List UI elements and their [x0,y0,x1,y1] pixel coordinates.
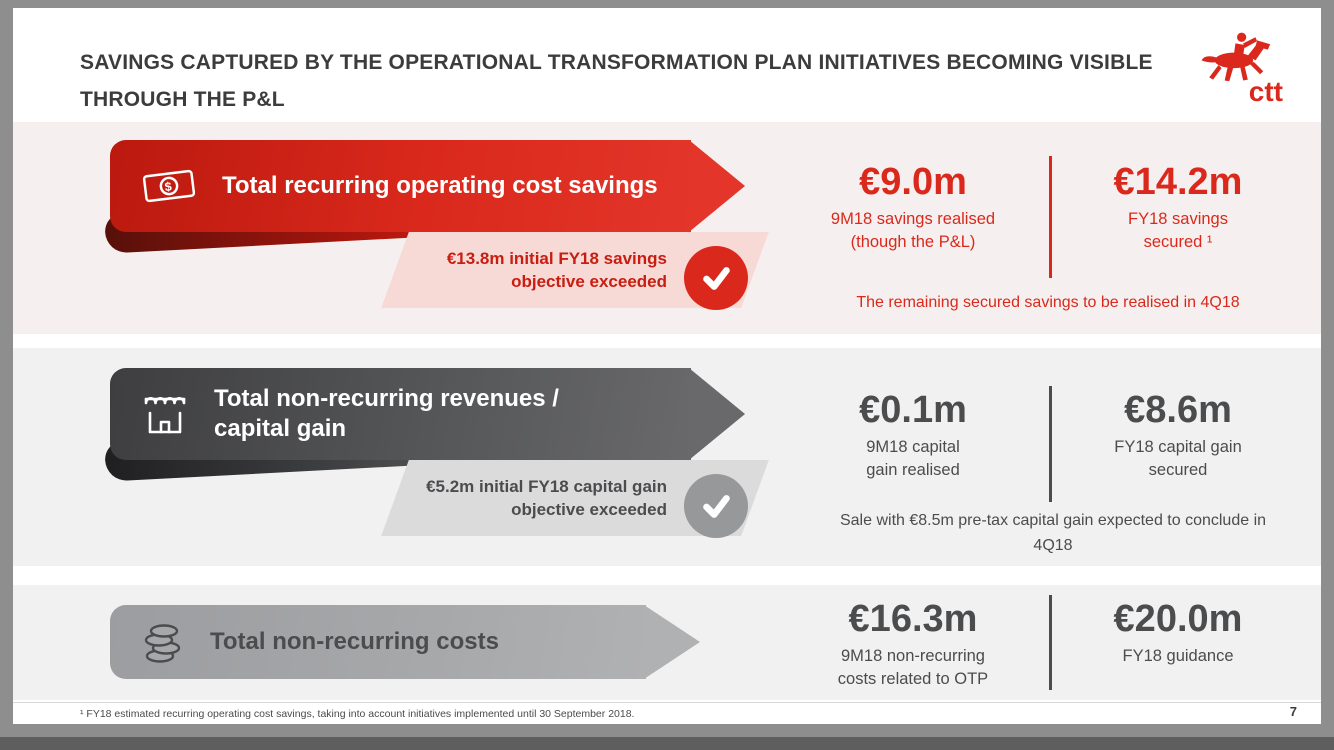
stat-caption-line-1: FY18 capital gain [1114,438,1242,456]
stat-caption-line-1: 9M18 savings realised [830,210,996,228]
banner-label: Total non-recurring revenues / capital g… [214,384,559,444]
page-number: 7 [1289,704,1297,719]
callout-line-2: objective exceeded [511,272,667,291]
stat-caption-line-1: FY18 savings [1128,210,1228,228]
stat-caption-line-1: 9M18 non-recurring [841,647,985,665]
stat-caption-line-2: gain realised [866,461,960,479]
banner-label: Total non-recurring costs [210,628,499,655]
svg-text:$: $ [164,180,173,195]
vertical-divider [1049,386,1052,502]
check-icon [697,259,735,297]
section-non-recurring-costs: Total non-recurring costs €16.3m 9M18 no… [13,585,1321,700]
vertical-divider [1049,595,1052,690]
stat-caption-line-2: (though the P&L) [850,233,976,251]
stat-value: €0.1m [859,389,967,431]
banner-body: $ Total recurring operating cost savings [110,140,691,232]
banner-body: Total non-recurring costs [110,605,646,679]
logo-text: ctt [1248,76,1283,107]
banner-recurring-cost-savings: $ Total recurring operating cost savings [104,140,745,254]
banner-body: Total non-recurring revenues / capital g… [110,368,691,460]
banner-label-line-2: capital gain [214,415,347,442]
stat-9m18-non-recurring-costs: €16.3m 9M18 non-recurring costs related … [773,597,1053,691]
banner-non-recurring-revenues: Total non-recurring revenues / capital g… [104,368,745,482]
stat-value: €8.6m [1124,389,1232,431]
stat-caption-line-2: secured [1148,461,1208,479]
stat-fy18-capital-gain: €8.6m FY18 capital gain secured [1053,388,1303,482]
check-badge [684,474,748,538]
stat-value: €16.3m [848,598,978,640]
stat-9m18-savings: €9.0m 9M18 savings realised (though the … [773,160,1053,254]
stat-caption-line-1: FY18 guidance [1122,647,1234,665]
page-title: SAVINGS CAPTURED BY THE OPERATIONAL TRAN… [80,44,1153,127]
ctt-logo: ctt [1189,28,1293,107]
banner-label: Total recurring operating cost savings [222,172,658,199]
callout-line-1: €13.8m initial FY18 savings [446,249,667,268]
storefront-icon [140,391,190,437]
note-sale-capital-gain: Sale with €8.5m pre-tax capital gain exp… [839,512,1267,554]
note-remaining-savings: The remaining secured savings to be real… [856,294,1240,311]
banner-arrow [689,140,745,232]
banner-label-line-1: Total non-recurring revenues / [214,385,559,412]
stat-caption: FY18 capital gain secured [1053,436,1303,482]
footnote: ¹ FY18 estimated recurring operating cos… [80,708,635,720]
banner-arrow [644,605,700,679]
section-recurring-cost-savings: $ Total recurring operating cost savings… [13,122,1321,334]
horse-rider-icon [1189,28,1293,82]
stat-caption: 9M18 savings realised (though the P&L) [773,208,1053,254]
callout-line-1: €5.2m initial FY18 capital gain [426,477,667,496]
stat-value: €20.0m [1113,598,1243,640]
banner-arrow [689,368,745,460]
check-icon [697,487,735,525]
stat-fy18-savings: €14.2m FY18 savings secured ¹ [1053,160,1303,254]
title-line-1: SAVINGS CAPTURED BY THE OPERATIONAL TRAN… [80,51,1153,74]
vertical-divider [1049,156,1052,278]
footer-divider [13,702,1321,703]
window-bottom-bar [0,737,1334,750]
stat-caption-line-2: secured ¹ [1143,233,1213,251]
check-badge [684,246,748,310]
stat-fy18-guidance: €20.0m FY18 guidance [1053,597,1303,668]
title-line-2-wrap: THROUGH THE P&L [80,81,1153,127]
stat-9m18-capital-gain: €0.1m 9M18 capital gain realised [773,388,1053,482]
coins-stack-icon [140,619,186,665]
stat-caption: FY18 savings secured ¹ [1053,208,1303,254]
section-non-recurring-revenues: Total non-recurring revenues / capital g… [13,348,1321,566]
stat-caption: FY18 guidance [1053,645,1303,668]
stat-caption-line-2: costs related to OTP [837,670,989,688]
slide: SAVINGS CAPTURED BY THE OPERATIONAL TRAN… [13,8,1321,724]
banner-non-recurring-costs: Total non-recurring costs [110,605,700,679]
title-line-2: THROUGH THE P&L [80,81,285,127]
stat-caption: 9M18 capital gain realised [773,436,1053,482]
stat-caption-line-1: 9M18 capital [866,438,960,456]
stat-value: €14.2m [1113,161,1243,203]
callout-line-2: objective exceeded [511,500,667,519]
stat-caption: 9M18 non-recurring costs related to OTP [773,645,1053,691]
stat-value: €9.0m [859,161,967,203]
banknote-dollar-icon: $ [140,165,198,207]
